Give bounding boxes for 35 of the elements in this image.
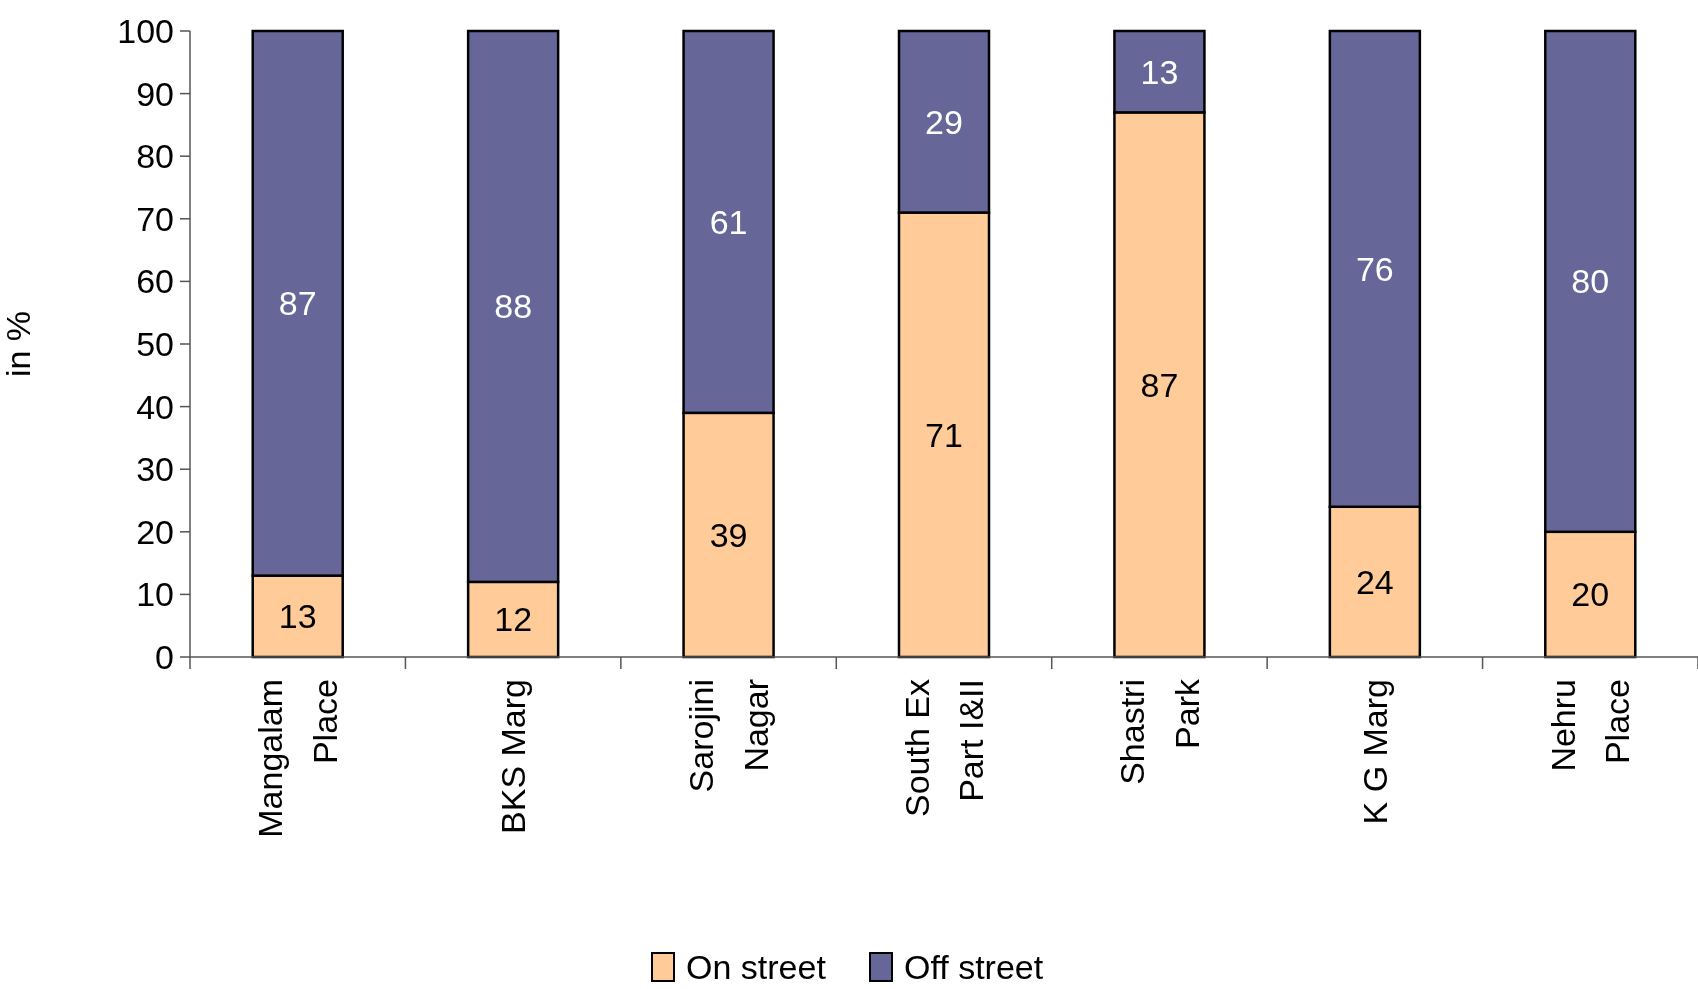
y-tick-label: 90 xyxy=(136,74,174,113)
y-tick-label: 20 xyxy=(136,512,174,551)
data-label: 12 xyxy=(494,600,533,639)
x-tick-label: Nehru Place xyxy=(1543,679,1637,772)
data-label: 20 xyxy=(1571,575,1610,614)
y-tick-label: 50 xyxy=(136,324,174,363)
y-tick-label: 10 xyxy=(136,575,174,614)
x-tick-label: Shastri Park xyxy=(1113,678,1206,785)
y-tick-label: 60 xyxy=(136,262,174,301)
data-label: 87 xyxy=(1140,365,1179,404)
data-label: 39 xyxy=(709,515,748,554)
y-tick-label: 70 xyxy=(136,199,174,238)
y-tick-label: 30 xyxy=(136,450,174,489)
x-tick-label: K G Marg xyxy=(1355,679,1394,825)
data-label: 80 xyxy=(1571,262,1610,301)
data-label: 87 xyxy=(278,284,317,323)
data-label: 13 xyxy=(278,597,317,636)
legend-label: On street xyxy=(686,947,827,986)
legend-label: Off street xyxy=(904,947,1044,986)
x-tick-label: BKS Marg xyxy=(494,679,533,834)
data-label: 13 xyxy=(1140,52,1179,91)
y-tick-label: 100 xyxy=(117,11,174,50)
y-tick-label: 80 xyxy=(136,137,174,176)
y-tick-label: 0 xyxy=(155,637,174,676)
data-label: 71 xyxy=(925,415,963,454)
data-label: 61 xyxy=(709,202,748,241)
data-label: 88 xyxy=(494,287,533,326)
data-label: 76 xyxy=(1355,249,1394,288)
y-axis-title: in % xyxy=(0,310,37,378)
y-tick-label: 40 xyxy=(136,387,174,426)
data-label: 24 xyxy=(1355,562,1394,601)
x-tick-label: South Ex Part I&II xyxy=(897,679,991,817)
x-tick-label: Mangalam Place xyxy=(251,679,344,838)
data-label: 29 xyxy=(925,102,963,141)
x-tick-label: Sarojini Nagar xyxy=(682,679,775,793)
